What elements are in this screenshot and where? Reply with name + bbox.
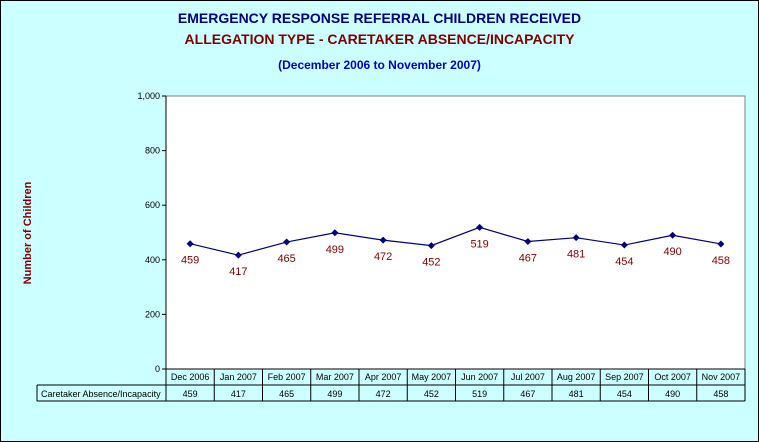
data-point-marker — [476, 223, 484, 231]
x-category-label: Aug 2007 — [557, 372, 596, 382]
table-value-cell: 519 — [472, 389, 487, 399]
table-series-name: Caretaker Absence/Incapacity — [41, 389, 161, 399]
y-tick-label: 600 — [145, 200, 160, 210]
x-category-label: Nov 2007 — [702, 372, 741, 382]
y-tick-label: 1,000 — [137, 91, 160, 101]
data-label: 459 — [181, 255, 199, 267]
x-category-label: Jan 2007 — [220, 372, 257, 382]
x-category-label: May 2007 — [412, 372, 452, 382]
series-line — [189, 226, 721, 256]
table-value-cell: 458 — [713, 389, 728, 399]
table-value-cell: 454 — [617, 389, 632, 399]
data-label: 499 — [326, 244, 344, 256]
data-point-marker — [427, 242, 435, 250]
table-value-cell: 490 — [665, 389, 680, 399]
chart-date-range: (December 2006 to November 2007) — [278, 58, 481, 72]
y-tick-label: 400 — [145, 255, 160, 265]
data-point-marker — [717, 240, 725, 248]
table-value-cell: 472 — [376, 389, 391, 399]
y-tick-label: 800 — [145, 146, 160, 156]
data-point-marker — [620, 241, 628, 249]
data-point-marker — [379, 236, 387, 244]
y-tick-label: 200 — [145, 309, 160, 319]
x-category-label: Oct 2007 — [654, 372, 691, 382]
x-category-label: Apr 2007 — [365, 372, 402, 382]
data-label: 472 — [374, 251, 392, 263]
y-tick-label: 0 — [155, 364, 160, 374]
data-label: 465 — [277, 253, 295, 265]
x-category-label: Jun 2007 — [461, 372, 498, 382]
data-label: 458 — [712, 255, 730, 267]
x-category-label: Jul 2007 — [511, 372, 545, 382]
table-value-cell: 467 — [520, 389, 535, 399]
data-label: 454 — [615, 256, 633, 268]
data-label: 467 — [519, 253, 537, 265]
table-value-cell: 417 — [231, 389, 246, 399]
chart-subtitle: ALLEGATION TYPE - CARETAKER ABSENCE/INCA… — [184, 31, 575, 47]
data-label: 490 — [663, 246, 681, 258]
data-point-marker — [331, 229, 339, 237]
data-label: 417 — [229, 266, 247, 278]
data-point-marker — [186, 240, 194, 248]
data-point-marker — [234, 251, 242, 259]
table-value-cell: 499 — [327, 389, 342, 399]
data-label: 481 — [567, 249, 585, 261]
data-label: 519 — [470, 238, 488, 250]
plot-area — [165, 95, 746, 370]
x-category-label: Dec 2006 — [171, 372, 210, 382]
x-category-label: Mar 2007 — [316, 372, 354, 382]
data-label: 452 — [422, 257, 440, 269]
table-value-cell: 452 — [424, 389, 439, 399]
chart-title: EMERGENCY RESPONSE REFERRAL CHILDREN REC… — [177, 10, 582, 26]
table-value-cell: 465 — [279, 389, 294, 399]
x-category-label: Sep 2007 — [605, 372, 644, 382]
data-point-marker — [669, 231, 677, 239]
data-point-marker — [283, 238, 291, 246]
table-value-cell: 481 — [569, 389, 584, 399]
data-point-marker — [572, 234, 580, 242]
x-category-label: Feb 2007 — [268, 372, 306, 382]
data-point-marker — [524, 238, 532, 246]
table-value-cell: 459 — [183, 389, 198, 399]
